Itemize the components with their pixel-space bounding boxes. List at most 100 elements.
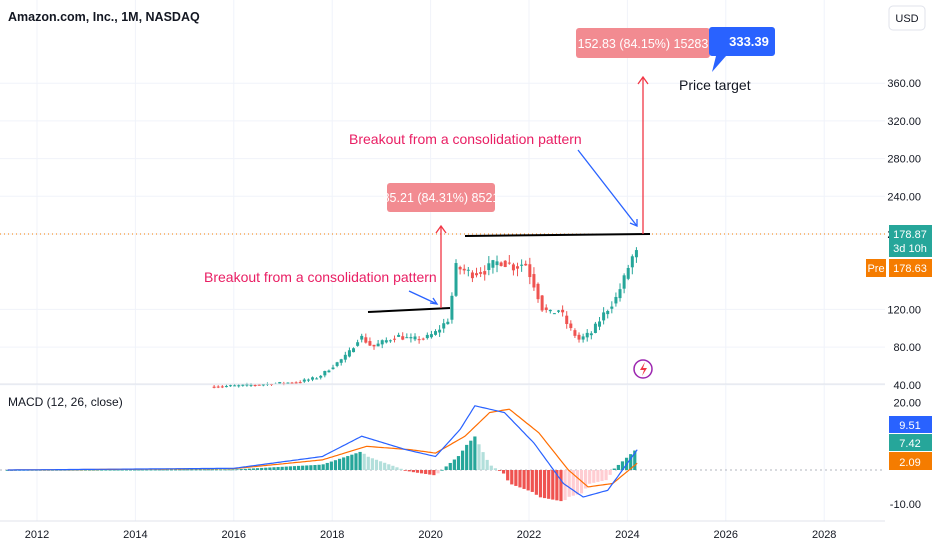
macd-histogram-bar [497, 470, 502, 471]
candle-body [294, 382, 298, 384]
candle-body [368, 341, 372, 346]
candle-body [548, 309, 552, 312]
macd-histogram-bar [227, 469, 231, 471]
macd-histogram-bar [260, 467, 264, 470]
macd-histogram-bar [600, 470, 604, 481]
macd-histogram-bar [506, 470, 510, 481]
candle-body [610, 306, 614, 309]
macd-histogram-bar [202, 469, 206, 471]
measure-box-upper[interactable]: 152.83 (84.15%) 15283 [576, 28, 710, 58]
macd-tick-label: 20.00 [893, 397, 921, 409]
macd-histogram-bar [96, 469, 100, 471]
candle-body [499, 262, 503, 266]
candle-body [233, 385, 237, 387]
candle-body [237, 385, 241, 387]
macd-histogram-bar [210, 469, 215, 471]
price-tick-label: 40.00 [893, 380, 921, 392]
candle-body [429, 334, 433, 338]
macd-histogram-bar [542, 470, 547, 499]
macd-histogram-bar [223, 469, 227, 471]
candle-body [503, 260, 507, 268]
candle-body [356, 342, 360, 346]
macd-histogram-bar [337, 458, 342, 470]
macd-histogram-bar [608, 470, 612, 475]
candle-body [470, 272, 474, 279]
resistance-line-lower[interactable] [367, 307, 451, 313]
time-tick-label: 2016 [222, 529, 246, 541]
price-target-value: 333.39 [729, 34, 769, 49]
candle-body [598, 321, 602, 327]
macd-histogram-bar [190, 469, 194, 471]
macd-histogram-bar [333, 460, 338, 470]
time-tick-label: 2014 [123, 529, 147, 541]
macd-histogram-bar [206, 469, 210, 471]
macd-histogram-bar [538, 470, 543, 498]
macd-histogram-bar [243, 468, 247, 470]
macd-histogram-bar [5, 470, 10, 471]
candle-body [323, 370, 327, 376]
signal-line [7, 408, 638, 488]
candle-body [241, 384, 245, 386]
candle-body [450, 295, 454, 320]
annotation-arrow-lower [408, 290, 439, 305]
candle-body [335, 362, 339, 366]
candle-body [520, 264, 524, 266]
macd-title[interactable]: MACD (12, 26, close) [8, 395, 123, 409]
candle-body [511, 264, 515, 271]
macd-histogram-bar [588, 470, 592, 484]
macd-histogram-bar [419, 470, 424, 474]
candle-body [606, 310, 610, 315]
macd-histogram-bar [432, 470, 436, 476]
candle-body [229, 385, 233, 387]
measure-box-lower[interactable]: 85.21 (84.31%) 8521 [383, 183, 500, 212]
macd-histogram-bar [329, 461, 333, 470]
currency-label[interactable]: USD [895, 13, 918, 25]
macd-histogram-bar [321, 464, 325, 470]
price-tick-label: 360.00 [887, 78, 921, 90]
measure-arrow-upper[interactable] [637, 75, 649, 234]
candle-body [516, 266, 520, 269]
candle-body [261, 384, 265, 386]
symbol-title[interactable]: Amazon.com, Inc., 1M, NASDAQ [8, 10, 200, 24]
macd-pane [0, 405, 885, 502]
macd-histogram-bar [194, 469, 198, 471]
candle-body [286, 382, 290, 384]
candle-body [561, 309, 565, 313]
earnings-lightning-icon[interactable] [633, 359, 653, 379]
price-target-callout[interactable]: 333.39 [709, 27, 775, 72]
last-price-badge: 178.87 3d 10h [889, 225, 932, 257]
candle-body [483, 271, 487, 275]
candle-body [540, 295, 544, 311]
candle-body [421, 338, 425, 340]
candle-body [614, 296, 618, 304]
macd-histogram-bar [452, 459, 456, 470]
candle-body [491, 260, 495, 268]
macd-histogram-bar [165, 469, 169, 471]
candlestick-series [212, 247, 638, 389]
candle-body [495, 261, 499, 266]
candle-body [475, 273, 479, 276]
premarket-label: Pre [867, 263, 884, 275]
macd-histogram-bar [583, 470, 588, 489]
premarket-price: 178.63 [893, 263, 927, 275]
candle-body [372, 344, 376, 347]
candle-body [380, 340, 384, 345]
grid [0, 0, 885, 521]
signal-value-badge: 2.09 [899, 457, 920, 469]
macd-histogram-bar [378, 461, 383, 470]
resistance-line-upper[interactable] [464, 233, 651, 237]
time-axis[interactable]: 2012 2014 2016 2018 2020 2022 2024 2026 2028 [25, 529, 837, 541]
candle-body [245, 384, 249, 386]
candle-body [565, 315, 569, 325]
candle-body [454, 263, 458, 296]
macd-histogram-bar [186, 469, 190, 471]
macd-histogram-bar [444, 466, 448, 470]
macd-histogram-bar [145, 469, 149, 471]
candle-body [216, 386, 220, 388]
measure-arrow-lower[interactable] [435, 224, 447, 308]
macd-histogram-bar [592, 470, 596, 483]
price-tick-label: 80.00 [893, 342, 921, 354]
macd-histogram-bar [604, 470, 608, 481]
macd-histogram-bar [153, 469, 157, 471]
